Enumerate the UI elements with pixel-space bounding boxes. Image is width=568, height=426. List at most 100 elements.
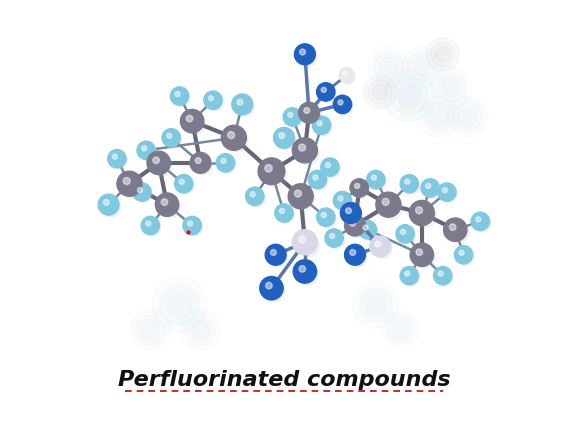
Circle shape	[294, 190, 302, 197]
Circle shape	[228, 132, 235, 138]
Circle shape	[358, 221, 377, 239]
Circle shape	[348, 248, 367, 267]
Circle shape	[117, 171, 142, 196]
Circle shape	[298, 48, 317, 66]
Circle shape	[304, 107, 310, 113]
Circle shape	[141, 146, 147, 151]
Circle shape	[151, 155, 172, 176]
Circle shape	[181, 109, 204, 133]
Circle shape	[359, 288, 392, 322]
Circle shape	[348, 219, 367, 238]
Circle shape	[279, 208, 285, 213]
Circle shape	[221, 158, 226, 164]
Circle shape	[194, 156, 212, 175]
Circle shape	[336, 98, 353, 115]
Circle shape	[399, 228, 416, 245]
Circle shape	[438, 271, 443, 276]
Circle shape	[316, 119, 332, 136]
Circle shape	[249, 190, 265, 207]
Circle shape	[186, 115, 193, 122]
Circle shape	[275, 204, 293, 222]
Circle shape	[363, 225, 368, 230]
Circle shape	[325, 162, 331, 167]
Circle shape	[376, 192, 401, 217]
Circle shape	[299, 266, 306, 272]
Circle shape	[313, 175, 318, 180]
Circle shape	[258, 158, 285, 184]
Circle shape	[403, 270, 420, 286]
Circle shape	[338, 100, 343, 105]
Circle shape	[160, 197, 181, 218]
Circle shape	[329, 233, 335, 239]
Circle shape	[277, 131, 296, 150]
Circle shape	[278, 207, 295, 224]
Circle shape	[236, 98, 254, 116]
Circle shape	[444, 218, 467, 242]
Circle shape	[103, 199, 109, 205]
Circle shape	[350, 250, 356, 256]
Text: Perfluorinated compounds: Perfluorinated compounds	[118, 370, 450, 390]
Circle shape	[342, 70, 356, 84]
Circle shape	[320, 86, 336, 102]
Circle shape	[98, 194, 119, 215]
Circle shape	[195, 158, 201, 164]
Circle shape	[167, 292, 192, 317]
Circle shape	[288, 184, 313, 209]
Circle shape	[141, 216, 160, 235]
Circle shape	[296, 234, 319, 256]
Circle shape	[299, 144, 306, 151]
Circle shape	[286, 111, 303, 127]
Circle shape	[147, 151, 170, 175]
Circle shape	[396, 225, 414, 243]
Circle shape	[174, 175, 193, 193]
Circle shape	[160, 285, 199, 325]
Circle shape	[336, 195, 353, 211]
Circle shape	[370, 236, 391, 257]
Circle shape	[333, 95, 352, 114]
Circle shape	[449, 224, 456, 230]
Circle shape	[136, 186, 153, 203]
Circle shape	[122, 176, 144, 198]
Circle shape	[367, 170, 385, 189]
Circle shape	[162, 129, 181, 147]
Circle shape	[288, 112, 293, 118]
Circle shape	[370, 174, 386, 190]
Circle shape	[471, 212, 490, 230]
Circle shape	[400, 229, 406, 234]
Circle shape	[175, 92, 180, 97]
Circle shape	[373, 240, 392, 259]
Circle shape	[216, 154, 235, 172]
Circle shape	[183, 216, 201, 235]
Circle shape	[269, 248, 287, 267]
Circle shape	[111, 153, 127, 169]
Circle shape	[311, 174, 328, 190]
Circle shape	[429, 108, 448, 126]
Circle shape	[353, 182, 370, 199]
Circle shape	[297, 264, 318, 285]
Circle shape	[421, 179, 440, 197]
Circle shape	[190, 153, 211, 173]
Circle shape	[225, 130, 248, 152]
Circle shape	[274, 127, 294, 148]
Circle shape	[345, 215, 365, 236]
Circle shape	[424, 102, 453, 132]
Circle shape	[208, 95, 214, 101]
Circle shape	[321, 87, 327, 92]
Circle shape	[410, 243, 433, 266]
Circle shape	[316, 83, 335, 101]
Circle shape	[299, 102, 320, 123]
Circle shape	[299, 236, 306, 243]
Circle shape	[350, 179, 369, 197]
Circle shape	[263, 163, 287, 187]
Circle shape	[312, 116, 331, 135]
Circle shape	[137, 141, 156, 160]
Circle shape	[350, 220, 356, 226]
Circle shape	[293, 138, 318, 163]
Circle shape	[302, 106, 321, 125]
Circle shape	[403, 178, 420, 194]
Circle shape	[156, 193, 179, 216]
Circle shape	[362, 224, 378, 240]
Circle shape	[279, 132, 285, 138]
Circle shape	[365, 294, 386, 315]
Circle shape	[166, 133, 172, 138]
